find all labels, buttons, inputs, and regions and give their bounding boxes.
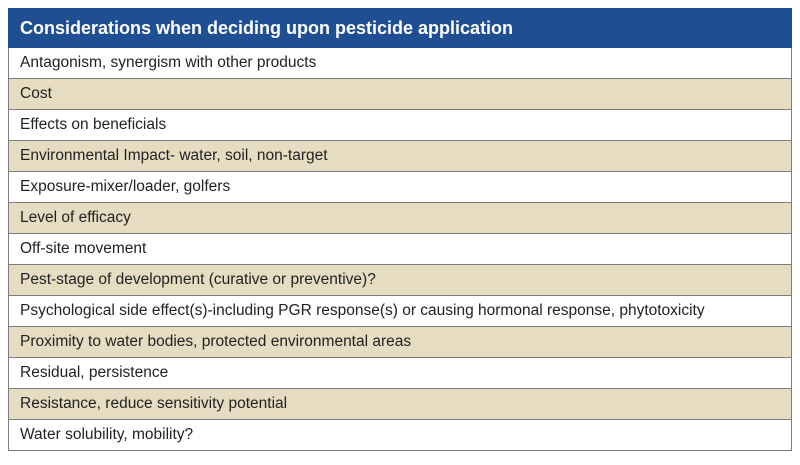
table-row: Off-site movement bbox=[8, 233, 792, 265]
table-row: Psychological side effect(s)-including P… bbox=[8, 295, 792, 327]
table-row: Level of efficacy bbox=[8, 202, 792, 234]
table-row: Exposure-mixer/loader, golfers bbox=[8, 171, 792, 203]
table-row: Cost bbox=[8, 78, 792, 110]
table-cell: Exposure-mixer/loader, golfers bbox=[8, 171, 792, 203]
table-row: Pest-stage of development (curative or p… bbox=[8, 264, 792, 296]
table-header-row: Considerations when deciding upon pestic… bbox=[8, 8, 792, 48]
table-row: Water solubility, mobility? bbox=[8, 419, 792, 451]
table-cell: Residual, persistence bbox=[8, 357, 792, 389]
table-cell: Proximity to water bodies, protected env… bbox=[8, 326, 792, 358]
table-cell: Environmental Impact- water, soil, non-t… bbox=[8, 140, 792, 172]
table-cell: Cost bbox=[8, 78, 792, 110]
table-cell: Off-site movement bbox=[8, 233, 792, 265]
table-row: Antagonism, synergism with other product… bbox=[8, 47, 792, 79]
table-cell: Antagonism, synergism with other product… bbox=[8, 47, 792, 79]
table-row: Residual, persistence bbox=[8, 357, 792, 389]
table-cell: Level of efficacy bbox=[8, 202, 792, 234]
table-cell: Resistance, reduce sensitivity potential bbox=[8, 388, 792, 420]
table-row: Proximity to water bodies, protected env… bbox=[8, 326, 792, 358]
table-cell: Pest-stage of development (curative or p… bbox=[8, 264, 792, 296]
table-row: Environmental Impact- water, soil, non-t… bbox=[8, 140, 792, 172]
considerations-table: Considerations when deciding upon pestic… bbox=[8, 8, 792, 451]
table-cell: Psychological side effect(s)-including P… bbox=[8, 295, 792, 327]
table-row: Effects on beneficials bbox=[8, 109, 792, 141]
table-cell: Effects on beneficials bbox=[8, 109, 792, 141]
table-title: Considerations when deciding upon pestic… bbox=[8, 8, 792, 48]
table-row: Resistance, reduce sensitivity potential bbox=[8, 388, 792, 420]
table-cell: Water solubility, mobility? bbox=[8, 419, 792, 451]
